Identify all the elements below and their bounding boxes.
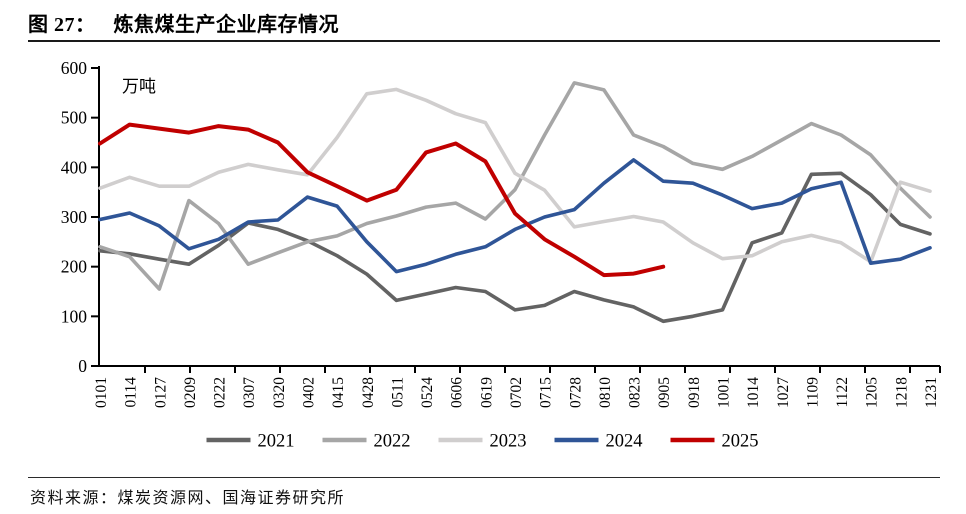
- x-tick-label: 0715: [538, 377, 555, 408]
- series-line-2021: [98, 171, 932, 324]
- y-tick-label: 200: [61, 257, 88, 277]
- x-tick-label: 0415: [330, 377, 347, 408]
- x-tick-label: 0428: [360, 377, 377, 408]
- series-line-2022: [98, 81, 932, 291]
- x-tick-label: 1001: [716, 377, 733, 408]
- x-tick-label: 1231: [923, 377, 940, 408]
- x-tick-label: 0524: [419, 377, 436, 408]
- legend-label-2021: 2021: [258, 432, 295, 452]
- x-tick-label: 0307: [241, 377, 258, 408]
- line-chart: 0 100 200 300 400 500 600 0101 0114 0127 0209 0222 0…: [0, 45, 966, 465]
- x-tick-label: 0823: [627, 377, 644, 408]
- chart-canvas: 0 100 200 300 400 500 600 0101 0114 0127 0209 0222 0…: [61, 58, 941, 452]
- legend-label-2023: 2023: [490, 432, 527, 452]
- source-note: 资料来源：煤炭资源网、国海证券研究所: [30, 490, 346, 507]
- x-tick-label: 0619: [478, 377, 495, 408]
- legend-label-2025: 2025: [722, 432, 759, 452]
- x-tick-label: 1014: [745, 377, 762, 408]
- x-tick-label: 1205: [864, 377, 881, 408]
- x-tick-label: 0209: [182, 377, 199, 408]
- y-tick-label: 600: [61, 58, 88, 78]
- x-tick-label: 0905: [656, 377, 673, 408]
- x-tick-label: 0918: [686, 377, 703, 408]
- series-line-2025: [98, 122, 666, 278]
- x-tick-label: 1122: [834, 377, 851, 407]
- x-tick-label: 0728: [567, 377, 584, 408]
- x-tick-label: 0606: [449, 377, 466, 408]
- series-line-2023: [98, 87, 932, 264]
- x-tick-label: 0114: [123, 377, 140, 408]
- unit-label: 万吨: [122, 77, 156, 96]
- x-tick-label: 0702: [508, 377, 525, 408]
- series-line-2024: [98, 158, 932, 274]
- x-tick-label: 1109: [804, 377, 821, 408]
- x-tick-label: 0222: [212, 377, 229, 408]
- x-tick-label: 0402: [301, 377, 318, 408]
- y-tick-label: 0: [78, 356, 87, 376]
- y-tick-label: 300: [61, 207, 88, 227]
- x-tick-label: 1218: [893, 377, 910, 408]
- figure-label: 图 27：: [28, 14, 96, 36]
- y-tick-label: 500: [61, 108, 88, 128]
- x-tick-label: 1027: [775, 377, 792, 408]
- y-tick-label: 400: [61, 157, 88, 177]
- x-tick-label: 0320: [271, 377, 288, 408]
- figure-title: 炼焦煤生产企业库存情况: [113, 14, 339, 36]
- legend-label-2022: 2022: [374, 432, 411, 452]
- figure-title-row: 图 27： 炼焦煤生产企业库存情况: [28, 8, 938, 37]
- legend-label-2024: 2024: [606, 432, 643, 452]
- title-divider: [28, 40, 940, 42]
- x-tick-label: 0511: [389, 377, 406, 407]
- x-tick-label: 0101: [93, 377, 110, 408]
- source-divider: [28, 477, 940, 478]
- x-tick-label: 0127: [152, 377, 169, 408]
- x-tick-label: 0810: [597, 377, 614, 408]
- y-tick-label: 100: [61, 306, 88, 326]
